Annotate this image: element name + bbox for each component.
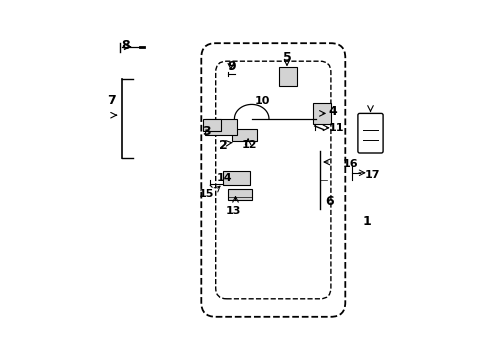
Text: 2: 2 xyxy=(218,139,227,152)
Text: 6: 6 xyxy=(324,195,333,208)
Text: 4: 4 xyxy=(327,105,336,118)
Bar xyxy=(231,129,257,141)
Bar xyxy=(203,119,221,131)
Text: 5: 5 xyxy=(283,51,291,64)
Text: 3: 3 xyxy=(202,125,211,138)
Text: 15: 15 xyxy=(199,189,214,199)
Text: 11: 11 xyxy=(328,123,344,133)
Text: 9: 9 xyxy=(227,60,236,73)
Bar xyxy=(228,189,251,200)
Bar xyxy=(223,171,249,185)
Bar xyxy=(278,67,296,86)
Bar xyxy=(312,103,330,124)
Text: 12: 12 xyxy=(242,140,257,150)
Text: 17: 17 xyxy=(364,170,379,180)
Text: 7: 7 xyxy=(107,94,116,107)
Text: 8: 8 xyxy=(121,39,130,51)
Text: 10: 10 xyxy=(254,96,270,106)
Text: 1: 1 xyxy=(362,215,370,228)
Bar xyxy=(204,119,237,135)
Text: 14: 14 xyxy=(217,173,232,183)
Text: 16: 16 xyxy=(342,159,358,169)
Text: 13: 13 xyxy=(225,206,241,216)
